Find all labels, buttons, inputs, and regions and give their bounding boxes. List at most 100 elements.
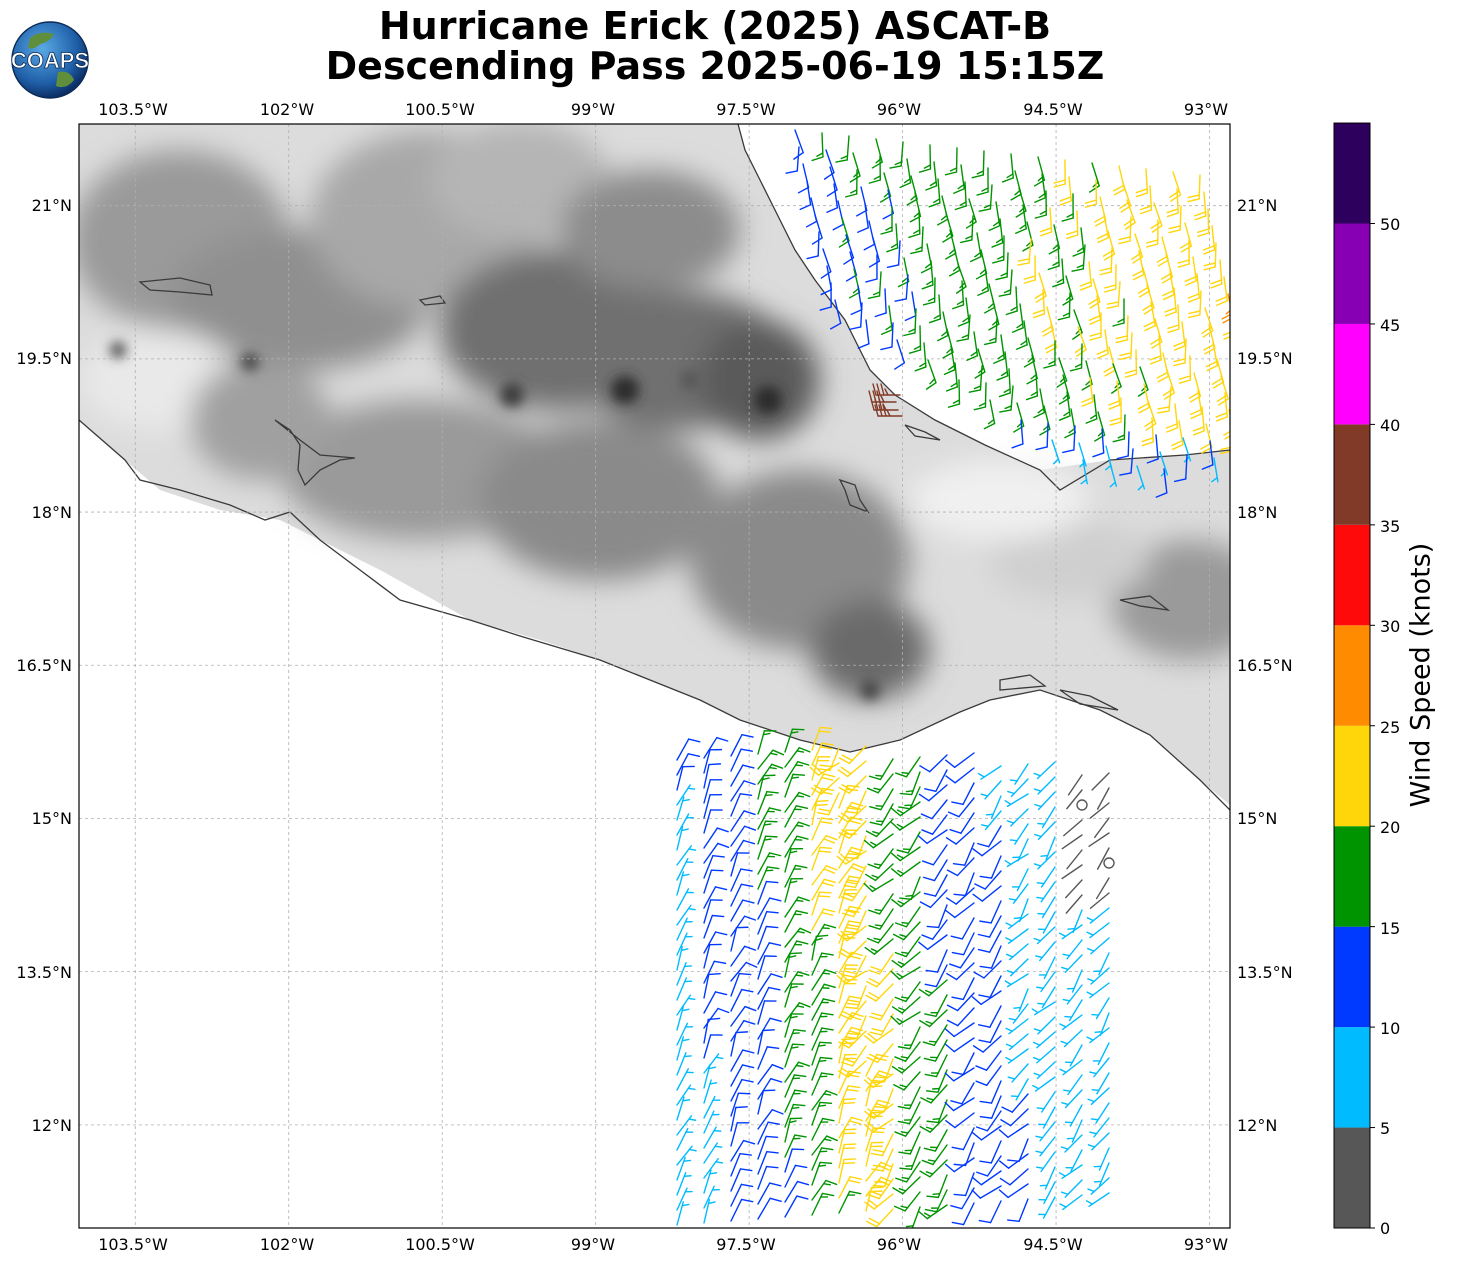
wind-barb — [1076, 799, 1088, 811]
colorbar-tick-label: 40 — [1380, 416, 1400, 435]
wind-barb — [1087, 967, 1110, 985]
wind-barb — [948, 947, 975, 969]
wind-barb — [950, 1082, 975, 1105]
wind-barb — [1032, 1046, 1056, 1064]
wind-barb — [784, 1029, 806, 1053]
wind-barb — [676, 871, 690, 896]
wind-barb — [1033, 1061, 1056, 1080]
figure-title: Hurricane Erick (2025) ASCAT-B Descendin… — [0, 6, 1430, 86]
wind-barb — [908, 209, 921, 239]
wind-barb — [894, 936, 921, 958]
wind-barb — [975, 1065, 1002, 1087]
colorbar-tick-label: 15 — [1380, 919, 1400, 938]
wind-barb — [951, 280, 965, 310]
wind-barb — [944, 1037, 975, 1053]
wind-barb — [1084, 179, 1098, 208]
wind-barb — [893, 1071, 921, 1091]
wind-barb — [1060, 1134, 1083, 1153]
wind-barb — [1053, 159, 1066, 188]
wind-barb — [923, 1039, 948, 1062]
wind-barb — [1060, 1179, 1083, 1198]
wind-barb — [920, 799, 948, 820]
wind-barb — [904, 291, 917, 322]
wind-barb — [1033, 1016, 1056, 1035]
wind-barb — [1188, 290, 1202, 319]
wind-barb — [811, 756, 831, 781]
wind-barb — [1066, 1119, 1083, 1143]
wind-barb — [1065, 879, 1083, 899]
wind-barb — [838, 1085, 861, 1109]
wind-barb — [871, 1148, 894, 1172]
wind-barb — [1005, 1018, 1029, 1035]
wind-barb — [890, 846, 921, 862]
wind-barb — [978, 1200, 1002, 1224]
wind-barb — [899, 158, 912, 189]
lat-label-right: 21°N — [1237, 196, 1277, 215]
wind-barb — [784, 896, 810, 918]
wind-barb — [1155, 468, 1168, 498]
wind-barb — [1081, 377, 1094, 407]
wind-barb — [836, 850, 867, 865]
wind-barb — [1089, 1057, 1110, 1078]
wind-barb — [703, 943, 722, 969]
wind-barb — [784, 971, 810, 993]
wind-barb — [757, 835, 778, 860]
wind-barb — [919, 754, 948, 773]
wind-barb — [1215, 276, 1228, 306]
wind-barb — [1247, 413, 1258, 441]
wind-barb — [867, 923, 894, 944]
wind-barb — [1061, 834, 1083, 850]
wind-barb — [730, 972, 752, 997]
wind-barb — [703, 1079, 718, 1104]
map-plot-area — [78, 123, 1258, 1229]
wind-barb — [899, 876, 921, 901]
wind-barb — [838, 1098, 856, 1124]
wind-barb — [1005, 1048, 1029, 1064]
wind-barb — [1059, 1059, 1083, 1076]
wind-barb — [973, 960, 1002, 979]
colorbar-tick-label: 50 — [1380, 215, 1400, 234]
wind-barb — [1015, 204, 1027, 234]
wind-barb — [730, 926, 749, 952]
wind-barb — [891, 996, 921, 1014]
wind-barb — [886, 240, 901, 269]
lon-label-bottom: 93°W — [1184, 1235, 1228, 1254]
wind-barb — [811, 817, 834, 841]
wind-barb — [819, 282, 832, 311]
wind-barb — [910, 226, 924, 255]
wind-barb — [1005, 928, 1029, 944]
wind-barb — [784, 805, 809, 828]
wind-barb — [951, 977, 975, 1001]
wind-barb — [1036, 866, 1056, 888]
wind-barb — [1178, 355, 1192, 384]
wind-barb — [1062, 275, 1074, 306]
wind-barb — [730, 1168, 753, 1192]
wind-barb — [676, 1156, 692, 1181]
wind-barb — [996, 351, 1009, 381]
wind-barb — [857, 203, 869, 233]
wind-barb — [1060, 1029, 1083, 1048]
wind-barb — [890, 1011, 921, 1025]
wind-barb — [730, 748, 754, 772]
colorbar-tick-label: 30 — [1380, 617, 1400, 636]
wind-barb — [784, 791, 811, 813]
wind-barb — [918, 144, 932, 173]
wind-barb — [973, 382, 987, 411]
wind-barb — [945, 1112, 975, 1129]
wind-barb — [1066, 969, 1083, 993]
wind-barb — [1001, 153, 1014, 183]
wind-barb — [703, 793, 723, 819]
title-line-2: Descending Pass 2025-06-19 15:15Z — [325, 44, 1105, 88]
colorbar-bin — [1334, 826, 1370, 927]
wind-barb — [703, 779, 723, 804]
wind-barb — [818, 747, 840, 771]
wind-barb — [1001, 1093, 1029, 1113]
wind-barb — [1211, 457, 1219, 483]
wind-barb — [976, 1155, 1002, 1177]
wind-barb — [811, 923, 837, 946]
wind-barb — [1089, 312, 1102, 341]
wind-barb — [1035, 1121, 1056, 1142]
wind-barb — [1115, 315, 1129, 344]
wind-barb — [1089, 892, 1110, 909]
wind-barb — [977, 266, 990, 296]
